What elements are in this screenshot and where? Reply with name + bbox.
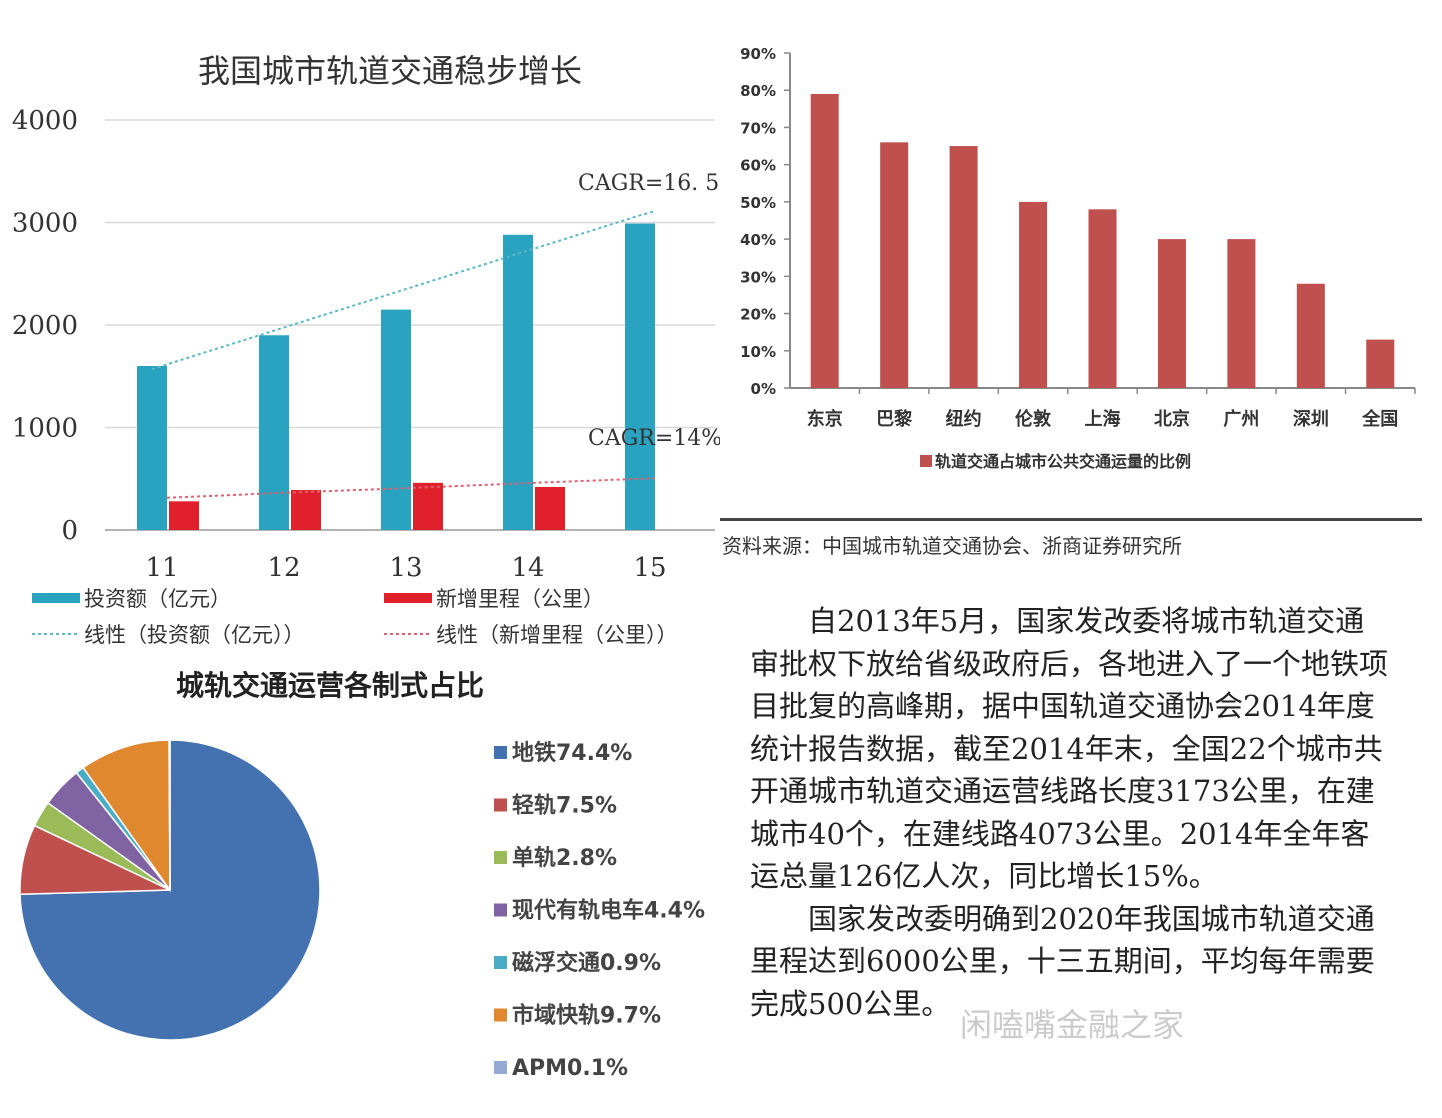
- bar-rail-share: [1296, 283, 1325, 388]
- y-tick-label: 20%: [740, 306, 776, 324]
- y-tick-label: 3000: [12, 209, 78, 239]
- y-tick-label: 30%: [740, 268, 776, 286]
- x-tick-label: 12: [267, 553, 300, 583]
- bar-investment: [259, 335, 289, 530]
- bar-rail-share: [880, 142, 909, 388]
- pie-slice: [82, 739, 171, 893]
- y-tick-label: 80%: [740, 82, 776, 100]
- legend-label: 投资额（亿元）: [84, 587, 231, 611]
- x-tick-label: 北京: [1154, 408, 1190, 430]
- bar-rail-share: [1227, 239, 1256, 388]
- x-tick-label: 全国: [1361, 408, 1398, 430]
- x-tick-label: 东京: [807, 408, 843, 430]
- x-tick-label: 上海: [1085, 408, 1121, 430]
- y-tick-label: 70%: [740, 119, 776, 137]
- legend-swatch: [494, 851, 507, 864]
- divider: [720, 518, 1422, 521]
- x-tick-label: 11: [145, 553, 178, 583]
- x-tick-label: 巴黎: [876, 408, 912, 430]
- bar-investment: [503, 234, 533, 531]
- legend-swatch: [920, 455, 932, 467]
- legend-label: 市域快轨9.7%: [512, 1003, 661, 1029]
- bar-mileage: [413, 482, 443, 530]
- legend-swatch: [494, 1008, 507, 1022]
- y-tick-label: 0%: [751, 380, 776, 398]
- paragraph: 自2013年5月，国家发改委将城市轨道交通审批权下放给省级政府后，各地进入了一个…: [750, 604, 1389, 893]
- y-tick-label: 1000: [12, 414, 78, 444]
- chart-title: 我国城市轨道交通稳步增长: [198, 52, 582, 90]
- bar-investment: [625, 223, 655, 530]
- legend-label: 新增里程（公里）: [436, 587, 604, 611]
- source-note: 资料来源：中国城市轨道交通协会、浙商证券研究所: [722, 534, 1182, 558]
- bar-rail-share: [810, 93, 839, 388]
- bar-rail-share: [949, 146, 978, 388]
- bar-rail-share: [1157, 239, 1186, 388]
- legend-swatch: [494, 1061, 507, 1074]
- bar-investment: [381, 309, 411, 530]
- legend-swatch: [494, 798, 507, 812]
- x-tick-label: 广州: [1223, 408, 1259, 430]
- legend-label: 单轨2.8%: [512, 845, 617, 871]
- x-tick-label: 伦敦: [1015, 408, 1052, 430]
- bar-mileage: [169, 501, 199, 530]
- x-tick-label: 深圳: [1293, 408, 1329, 430]
- legend-swatch: [494, 746, 507, 759]
- y-tick-label: 90%: [740, 45, 776, 63]
- y-tick-label: 50%: [740, 194, 776, 212]
- bar-rail-share: [1019, 201, 1048, 388]
- bar-mileage: [291, 490, 321, 530]
- legend-label: 地铁74.4%: [512, 740, 632, 766]
- bar-mileage: [535, 486, 565, 530]
- pie-title: 城轨交通运营各制式占比: [176, 669, 484, 702]
- cagr-mileage-annotation: CAGR=14%: [588, 426, 720, 451]
- x-tick-label: 14: [511, 553, 544, 583]
- legend-label: 线性（投资额（亿元））: [84, 623, 305, 647]
- legend-label: 线性（新增里程（公里））: [436, 623, 678, 647]
- article-text: 自2013年5月，国家发改委将城市轨道交通审批权下放给省级政府后，各地进入了一个…: [750, 600, 1390, 1025]
- y-tick-label: 0: [61, 516, 78, 546]
- mode-share-pie-chart: 城轨交通运营各制式占比 地铁74.4% 轻轨7.5% 单轨2.8% 现代有轨电车4.4…: [19, 669, 705, 1081]
- legend-swatch: [384, 593, 432, 603]
- y-tick-label: 40%: [740, 231, 776, 249]
- cagr-investment-annotation: CAGR=16. 5%: [578, 171, 720, 196]
- pie-slice: [168, 739, 171, 891]
- legend-label: 磁浮交通0.9%: [512, 950, 661, 976]
- legend-swatch: [494, 956, 507, 969]
- legend-label: 轻轨7.5%: [512, 793, 617, 819]
- watermark: 闲嗑嘴金融之家: [960, 1006, 1185, 1044]
- x-tick-label: 15: [633, 553, 666, 583]
- paragraph: 国家发改委明确到2020年我国城市轨道交通里程达到6000公里，十三五期间，平均…: [750, 901, 1375, 1021]
- legend-label: 轨道交通占城市公共交通运量的比例: [935, 452, 1191, 471]
- rail-share-chart: 0% 10% 20% 30% 40% 50% 60% 70% 80% 90% 东京 巴黎 纽约 伦敦 上海…: [740, 45, 1416, 471]
- legend-swatch: [494, 903, 507, 917]
- x-tick-label: 13: [389, 553, 422, 583]
- bar-rail-share: [1366, 339, 1395, 388]
- bar-rail-share: [1088, 209, 1117, 388]
- trendline: [151, 210, 656, 371]
- x-tick-label: 纽约: [946, 408, 982, 430]
- legend-swatch: [32, 593, 80, 603]
- y-tick-label: 10%: [740, 343, 776, 361]
- bar-investment: [137, 366, 167, 530]
- y-tick-label: 60%: [740, 157, 776, 175]
- y-tick-label: 2000: [12, 311, 78, 341]
- legend-label: 现代有轨电车4.4%: [512, 898, 705, 924]
- legend-label: APM0.1%: [512, 1056, 628, 1081]
- y-tick-label: 4000: [12, 106, 78, 136]
- growth-chart: 我国城市轨道交通稳步增长 0 1000 2000 3000 4000 11 12 13 14 1…: [12, 52, 720, 647]
